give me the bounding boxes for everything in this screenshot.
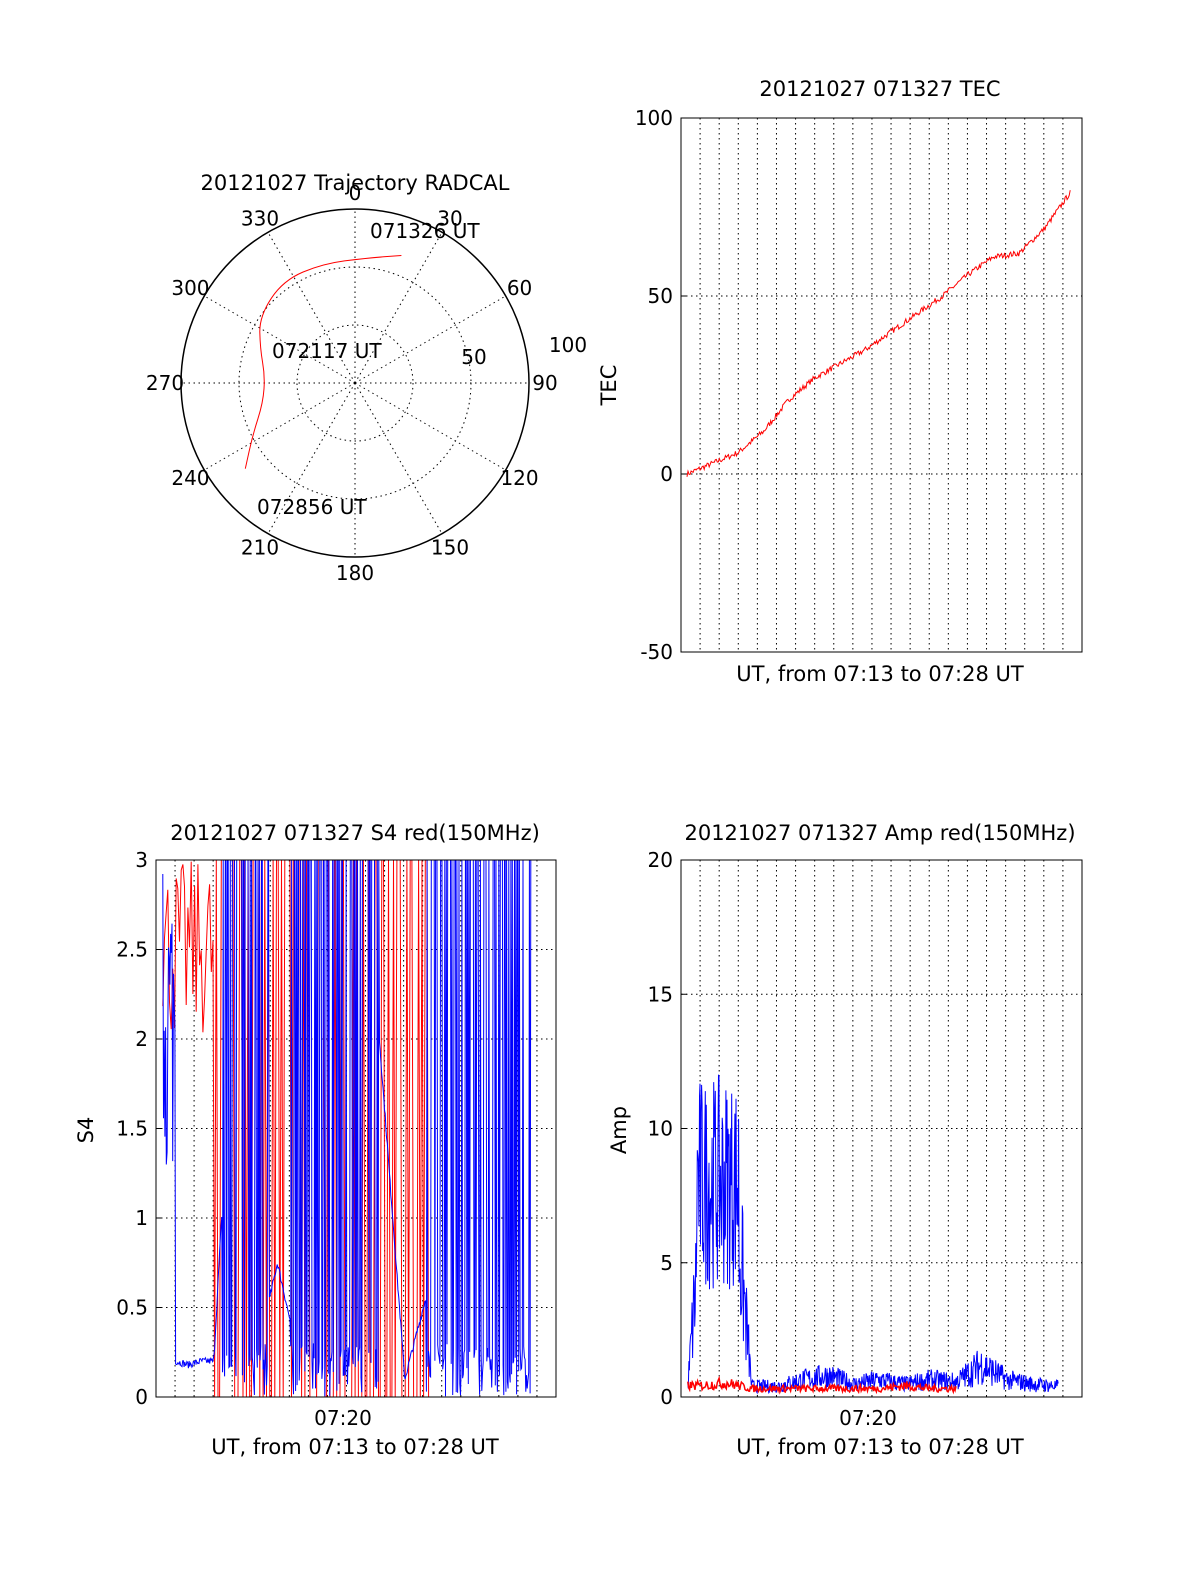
polar-angle-label-240: 240 (171, 466, 209, 490)
tec-y-axis-label: TEC (597, 365, 621, 407)
trajectory-mid-label: 072117 UT (272, 339, 382, 363)
y-tick-label: 20 (648, 848, 673, 872)
tec-chart: 20121027 071327 TEC -50 0 50 100 TEC UT, fr… (597, 77, 1083, 686)
y-tick-label: 1.5 (116, 1117, 148, 1141)
polar-spoke-120 (354, 382, 506, 471)
s4-title: 20121027 071327 S4 red(150MHz) (170, 821, 540, 845)
radial-label-100: 100 (549, 333, 587, 357)
polar-grid (181, 209, 529, 557)
y-tick-label: 50 (648, 284, 673, 308)
y-tick-label: 15 (648, 982, 673, 1006)
polar-outer-ring (180, 208, 530, 558)
y-tick-label: 0.5 (116, 1296, 148, 1320)
trajectory-start-label: 071326 UT (370, 219, 480, 243)
polar-angle-label-0: 0 (349, 181, 362, 205)
tec-grid (681, 118, 1082, 652)
amp-blue-line (687, 1074, 1059, 1395)
amp-title: 20121027 071327 Amp red(150MHz) (684, 821, 1075, 845)
y-tick-label: 2.5 (116, 938, 148, 962)
polar-spoke-240 (204, 382, 356, 471)
polar-title: 20121027 Trajectory RADCAL (201, 171, 510, 195)
polar-angle-label-120: 120 (500, 466, 538, 490)
polar-angle-label-90: 90 (532, 371, 557, 395)
s4-x-tick-label: 07:20 (314, 1406, 372, 1430)
amp-chart: 20121027 071327 Amp red(150MHz) 0 5 10 15 20… (607, 821, 1083, 1459)
tec-plot-frame (680, 117, 1083, 653)
polar-ring-1 (296, 324, 414, 442)
radial-label-50: 50 (461, 345, 486, 369)
polar-angle-label-30: 30 (437, 206, 462, 230)
amp-x-axis-label: UT, from 07:13 to 07:28 UT (736, 1435, 1024, 1459)
amp-grid (681, 860, 1082, 1397)
polar-spoke-30 (354, 232, 443, 384)
y-tick-label: 0 (660, 462, 673, 486)
tec-x-axis-label: UT, from 07:13 to 07:28 UT (736, 662, 1024, 686)
polar-angle-label-60: 60 (507, 276, 532, 300)
y-tick-label: 5 (660, 1251, 673, 1275)
s4-y-ticks: 0 0.5 1 1.5 2 2.5 3 (116, 848, 162, 1409)
polar-angle-labels: 0 30 60 90 120 150 180 210 240 270 300 330 (146, 181, 558, 585)
polar-angle-label-270: 270 (146, 371, 184, 395)
polar-angle-label-150: 150 (431, 536, 469, 560)
polar-angle-label-330: 330 (241, 206, 279, 230)
y-tick-label: 1 (135, 1206, 148, 1230)
tec-y-ticks: -50 0 50 100 (635, 106, 687, 664)
tec-title: 20121027 071327 TEC (759, 77, 1000, 101)
polar-angle-label-300: 300 (171, 276, 209, 300)
y-tick-label: 0 (660, 1385, 673, 1409)
amp-y-ticks: 0 5 10 15 20 (648, 848, 687, 1409)
polar-spoke-300 (204, 295, 356, 384)
trajectory-end-label: 072856 UT (257, 495, 367, 519)
polar-angle-label-180: 180 (336, 561, 374, 585)
trajectory-track (244, 255, 402, 469)
y-tick-label: 3 (135, 848, 148, 872)
amp-red-line (687, 1375, 957, 1395)
polar-spoke-150 (354, 382, 443, 534)
y-tick-label: 0 (135, 1385, 148, 1409)
y-tick-label: 2 (135, 1027, 148, 1051)
y-tick-label: 10 (648, 1117, 673, 1141)
polar-spoke-210 (267, 382, 356, 534)
polar-trajectory-chart: 20121027 Trajectory RADCAL 0 30 60 90 120 150… (146, 171, 587, 585)
tec-series-line (686, 190, 1071, 477)
amp-y-axis-label: Amp (607, 1106, 631, 1154)
s4-y-axis-label: S4 (74, 1117, 98, 1144)
y-tick-label: 100 (635, 106, 673, 130)
amp-blue-series (687, 1074, 1059, 1395)
amp-x-tick-label: 07:20 (839, 1406, 897, 1430)
polar-spoke-60 (354, 295, 506, 384)
amp-red-series (687, 1375, 957, 1395)
s4-chart: 20121027 071327 S4 red(150MHz) 0 0.5 1 1.5 2… (74, 821, 557, 1459)
polar-spoke-330 (267, 232, 356, 384)
s4-x-axis-label: UT, from 07:13 to 07:28 UT (211, 1435, 499, 1459)
y-tick-label: -50 (640, 640, 673, 664)
polar-angle-label-210: 210 (241, 536, 279, 560)
